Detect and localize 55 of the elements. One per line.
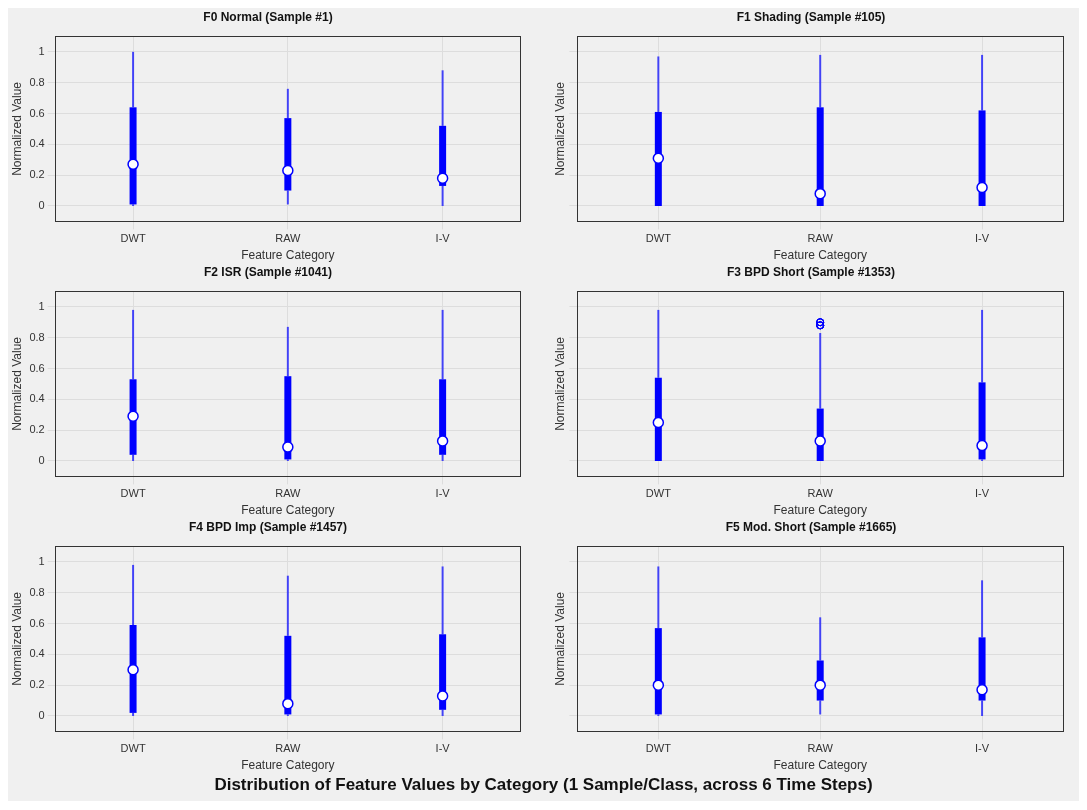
x-axis-title: Feature Category (773, 248, 867, 263)
y-axis-title: Normalized Value (9, 591, 24, 686)
y-tick-label: 0.2 (29, 678, 45, 691)
chart-title: F0 Normal (Sample #1) (203, 9, 333, 24)
y-tick-label: 0.4 (29, 647, 45, 660)
y-tick-label: 0.6 (29, 106, 45, 119)
chart-title: F4 BPD Imp (Sample #1457) (188, 519, 348, 534)
x-tick-label: DWT (645, 487, 672, 500)
y-tick-label: 0.4 (29, 137, 45, 150)
y-tick-label: 0.8 (29, 75, 45, 88)
y-tick-label: 0.6 (29, 616, 45, 629)
y-tick-label: 0.8 (29, 585, 45, 598)
x-tick-label: DWT (645, 742, 672, 755)
x-tick-label: I-V (435, 487, 451, 500)
y-tick-label: 0.2 (29, 168, 45, 181)
x-tick-label: DWT (120, 487, 146, 500)
y-tick-label: 1 (38, 299, 45, 312)
chart-title: F2 ISR (Sample #1041) (203, 264, 333, 279)
chart-title: F3 BPD Short (Sample #1353) (726, 264, 896, 279)
x-tick-label: RAW (807, 742, 834, 755)
y-axis-title: Normalized Value (552, 336, 567, 431)
x-tick-label: DWT (120, 232, 146, 245)
y-tick-label: 0 (38, 454, 45, 467)
y-tick-label: 0.4 (29, 392, 45, 405)
y-axis-title: Normalized Value (552, 591, 567, 686)
y-axis-title: Normalized Value (9, 336, 24, 431)
x-axis-title: Feature Category (773, 503, 867, 518)
x-tick-label: I-V (435, 742, 451, 755)
x-axis-title: Feature Category (241, 503, 335, 518)
y-axis-title: Normalized Value (9, 81, 24, 176)
chart-title: F5 Mod. Short (Sample #1665) (725, 519, 897, 534)
y-tick-label: 0 (38, 199, 45, 212)
x-axis-title: Feature Category (241, 758, 335, 773)
x-tick-label: I-V (975, 232, 990, 245)
x-tick-label: DWT (120, 742, 146, 755)
y-tick-label: 1 (38, 44, 45, 57)
x-tick-label: I-V (975, 487, 990, 500)
x-axis-title: Feature Category (241, 248, 335, 263)
y-tick-label: 0 (38, 709, 45, 722)
x-tick-label: RAW (275, 487, 302, 500)
y-tick-label: 0.8 (29, 330, 45, 343)
x-tick-label: DWT (645, 232, 672, 245)
chart-title: F1 Shading (Sample #105) (736, 9, 886, 24)
x-tick-label: I-V (975, 742, 990, 755)
y-tick-label: 0.6 (29, 361, 45, 374)
x-axis-title: Feature Category (773, 758, 867, 773)
x-tick-label: RAW (275, 232, 302, 245)
y-tick-label: 0.2 (29, 423, 45, 436)
text: Distribution of Feature Values by Category (1 Sample/Class, across 6 Time Steps) (213, 775, 874, 795)
y-tick-label: 1 (38, 554, 45, 567)
x-tick-label: RAW (807, 487, 834, 500)
x-tick-label: RAW (807, 232, 834, 245)
y-axis-title: Normalized Value (552, 81, 567, 176)
x-tick-label: I-V (435, 232, 451, 245)
x-tick-label: RAW (275, 742, 302, 755)
